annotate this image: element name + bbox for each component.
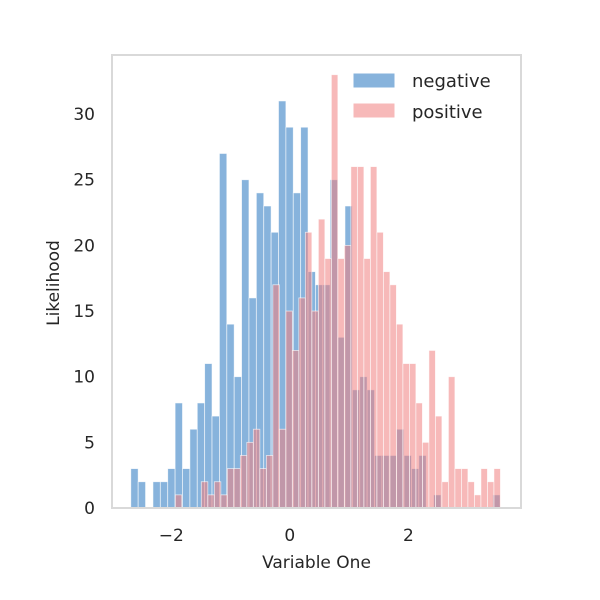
bar-positive-36 [408, 363, 417, 509]
bar-positive-25 [337, 258, 345, 509]
bar-negative-7 [182, 468, 191, 509]
bar-positive-39 [428, 350, 436, 509]
x-tick-label: 0 [284, 526, 295, 546]
bar-positive-4 [200, 481, 209, 509]
bar-positive-23 [324, 258, 332, 509]
legend: negative positive [352, 71, 491, 123]
bar-positive-9 [233, 468, 241, 509]
bar-positive-35 [402, 363, 410, 509]
bar-positive-24 [330, 74, 339, 509]
bar-positive-33 [389, 284, 397, 509]
bar-positive-38 [422, 441, 430, 509]
bar-positive-13 [259, 468, 267, 509]
bar-positive-8 [226, 468, 235, 509]
bar-negative-12 [219, 153, 228, 509]
plot-frame [111, 54, 522, 509]
legend-swatch-negative [352, 72, 396, 89]
bar-positive-34 [395, 323, 404, 509]
y-tick-label: 5 [84, 433, 95, 453]
bar-positive-47 [480, 468, 488, 509]
bar-negative-1 [137, 481, 146, 509]
bar-negative-6 [174, 402, 183, 509]
bar-negative-0 [130, 468, 139, 509]
bar-positive-49 [493, 468, 501, 509]
x-tick-label: 2 [403, 526, 414, 546]
bar-positive-43 [454, 468, 462, 509]
bar-positive-48 [487, 481, 495, 509]
bar-positive-5 [207, 494, 215, 509]
bar-positive-40 [435, 415, 443, 509]
bar-positive-10 [239, 455, 248, 509]
bar-positive-32 [382, 271, 391, 509]
y-tick-label: 0 [84, 499, 95, 519]
bar-positive-7 [220, 494, 228, 509]
bar-positive-42 [448, 376, 456, 509]
legend-label-negative: negative [412, 71, 491, 92]
bar-positive-18 [291, 350, 300, 509]
bar-positive-26 [343, 244, 352, 509]
bar-positive-28 [356, 166, 365, 509]
bar-positive-20 [304, 231, 313, 509]
bar-negative-3 [152, 481, 161, 509]
bar-positive-46 [474, 494, 482, 509]
bar-positive-30 [369, 166, 378, 509]
y-tick-label: 10 [73, 368, 95, 388]
bar-positive-21 [311, 310, 319, 509]
bar-negative-5 [167, 468, 176, 509]
bar-positive-6 [213, 481, 222, 509]
bars-layer [130, 74, 501, 509]
y-tick-label: 25 [73, 171, 95, 191]
x-tick-label: −2 [159, 526, 184, 546]
bar-positive-45 [467, 481, 475, 509]
bar-positive-44 [461, 468, 469, 509]
bar-positive-15 [272, 284, 280, 509]
bar-positive-22 [317, 218, 326, 509]
y-axis-label: Likelihood [44, 240, 64, 326]
bar-positive-16 [278, 428, 287, 509]
bar-positive-41 [441, 481, 449, 509]
y-tick-labels: 0 5 10 15 20 25 30 [73, 105, 95, 519]
bar-positive-0 [174, 494, 183, 509]
bar-positive-17 [285, 310, 293, 509]
bar-positive-29 [363, 258, 371, 509]
x-axis-label: Variable One [262, 553, 371, 573]
legend-label-positive: positive [412, 102, 483, 123]
bar-positive-37 [415, 402, 423, 509]
x-tick-labels: −2 0 2 [159, 526, 414, 546]
bar-positive-31 [376, 231, 384, 509]
legend-swatch-positive [352, 102, 396, 119]
y-tick-label: 15 [73, 302, 95, 322]
bar-positive-14 [265, 455, 274, 509]
bar-positive-27 [350, 166, 358, 509]
y-tick-label: 30 [73, 105, 95, 125]
bar-positive-11 [246, 441, 254, 509]
bar-positive-19 [298, 297, 306, 509]
y-tick-label: 20 [73, 236, 95, 256]
bar-positive-12 [252, 428, 261, 509]
bar-negative-8 [189, 428, 198, 509]
bar-negative-4 [159, 481, 169, 509]
